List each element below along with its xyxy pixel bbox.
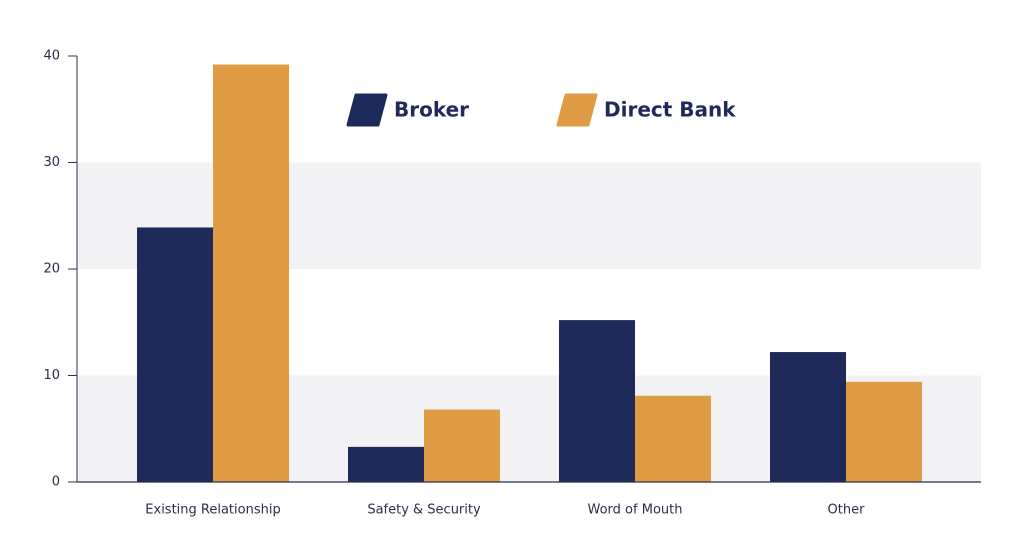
y-tick-label: 0 — [52, 475, 60, 490]
bar — [559, 320, 635, 482]
bar — [846, 381, 922, 482]
y-tick-label: 30 — [43, 155, 60, 170]
bar — [213, 64, 289, 483]
bar — [348, 446, 424, 482]
x-tick-label: Other — [828, 503, 866, 518]
bar — [635, 395, 711, 482]
legend-swatch — [346, 93, 388, 127]
x-tick-label: Word of Mouth — [588, 503, 683, 518]
x-tick-label: Safety & Security — [367, 503, 481, 518]
legend-label: Direct Bank — [604, 98, 736, 122]
bar — [770, 352, 846, 482]
bar — [424, 409, 500, 482]
y-tick-label: 40 — [43, 49, 60, 64]
legend-label: Broker — [394, 98, 469, 122]
x-tick-label: Existing Relationship — [145, 503, 280, 518]
legend-swatch — [556, 93, 598, 127]
bar — [137, 227, 213, 482]
y-tick-label: 20 — [43, 262, 60, 277]
y-tick-label: 10 — [43, 368, 60, 383]
